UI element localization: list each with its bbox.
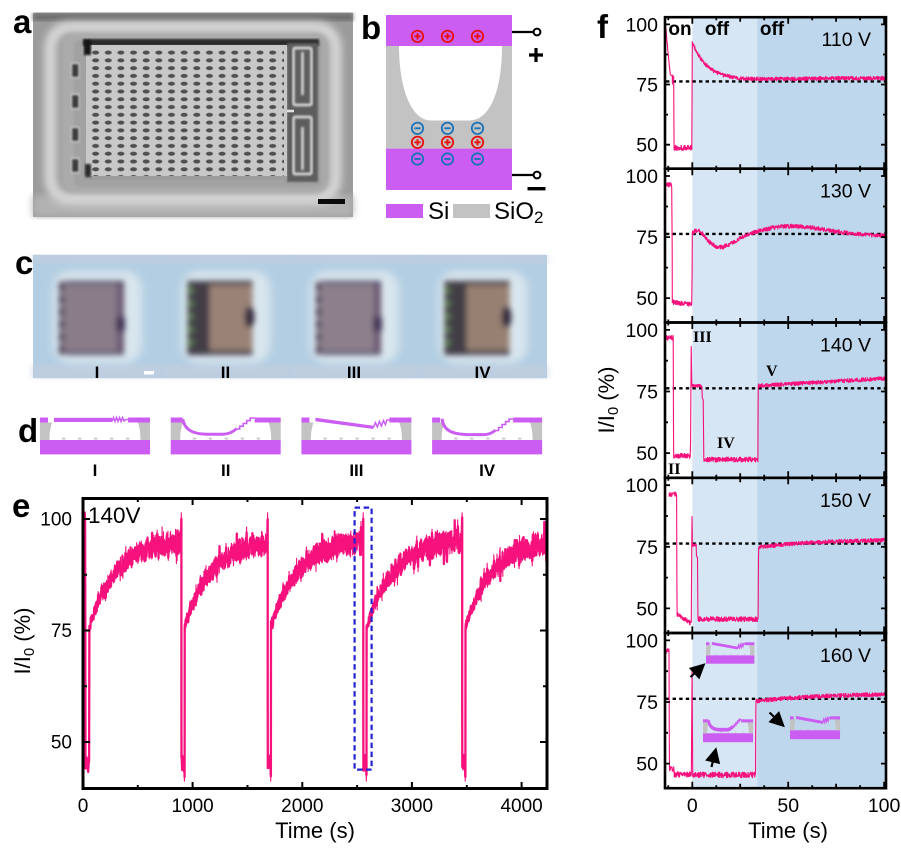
svg-text:Time (s): Time (s) — [748, 818, 828, 843]
svg-text:0: 0 — [687, 795, 698, 817]
svg-text:II: II — [221, 461, 230, 480]
svg-text:50: 50 — [636, 135, 658, 157]
svg-text:V: V — [766, 363, 778, 380]
svg-text:75: 75 — [636, 537, 658, 559]
svg-text:150 V: 150 V — [820, 490, 871, 512]
svg-text:III: III — [347, 363, 361, 382]
svg-text:75: 75 — [636, 227, 658, 249]
svg-text:d: d — [18, 412, 38, 449]
svg-text:160 V: 160 V — [820, 645, 871, 667]
svg-text:Time (s): Time (s) — [275, 818, 355, 843]
svg-text:c: c — [15, 244, 33, 281]
svg-text:I/I0 (%): I/I0 (%) — [10, 607, 38, 674]
svg-text:e: e — [12, 487, 30, 524]
svg-text:140 V: 140 V — [820, 335, 871, 357]
svg-text:I: I — [95, 363, 100, 382]
svg-text:75: 75 — [636, 692, 658, 714]
svg-text:II: II — [668, 461, 680, 478]
svg-text:I/I0 (%): I/I0 (%) — [594, 366, 622, 433]
svg-text:2000: 2000 — [281, 796, 323, 817]
svg-text:140V: 140V — [88, 503, 141, 528]
svg-text:100: 100 — [625, 630, 658, 652]
svg-text:50: 50 — [777, 795, 799, 817]
svg-text:Si: Si — [428, 198, 449, 225]
svg-text:100: 100 — [625, 14, 658, 36]
svg-text:100: 100 — [625, 166, 658, 188]
svg-text:75: 75 — [636, 382, 658, 404]
svg-text:1000: 1000 — [171, 796, 213, 817]
svg-text:f: f — [597, 8, 609, 45]
svg-text:50: 50 — [636, 754, 658, 776]
svg-text:off: off — [760, 19, 785, 40]
svg-text:50: 50 — [51, 733, 72, 754]
svg-text:100: 100 — [625, 475, 658, 497]
svg-text:75: 75 — [51, 621, 72, 642]
svg-text:b: b — [361, 9, 381, 46]
svg-text:75: 75 — [636, 75, 658, 97]
svg-text:IV: IV — [479, 461, 496, 480]
svg-text:50: 50 — [636, 598, 658, 620]
svg-text:III: III — [349, 461, 363, 480]
svg-text:IV: IV — [474, 363, 491, 382]
svg-text:III: III — [693, 329, 712, 346]
svg-text:100: 100 — [868, 795, 901, 817]
svg-text:0: 0 — [78, 796, 89, 817]
svg-text:50: 50 — [636, 443, 658, 465]
svg-text:50: 50 — [636, 288, 658, 310]
svg-text:I: I — [93, 461, 98, 480]
svg-text:IV: IV — [717, 435, 735, 452]
svg-text:II: II — [221, 363, 230, 382]
svg-text:100: 100 — [625, 320, 658, 342]
svg-text:110 V: 110 V — [821, 29, 871, 51]
svg-text:100: 100 — [40, 510, 72, 531]
svg-text:4000: 4000 — [500, 796, 542, 817]
svg-text:a: a — [13, 3, 32, 40]
svg-text:3000: 3000 — [391, 796, 433, 817]
svg-text:130 V: 130 V — [820, 181, 871, 203]
svg-text:on: on — [668, 19, 691, 40]
svg-text:off: off — [705, 19, 730, 40]
